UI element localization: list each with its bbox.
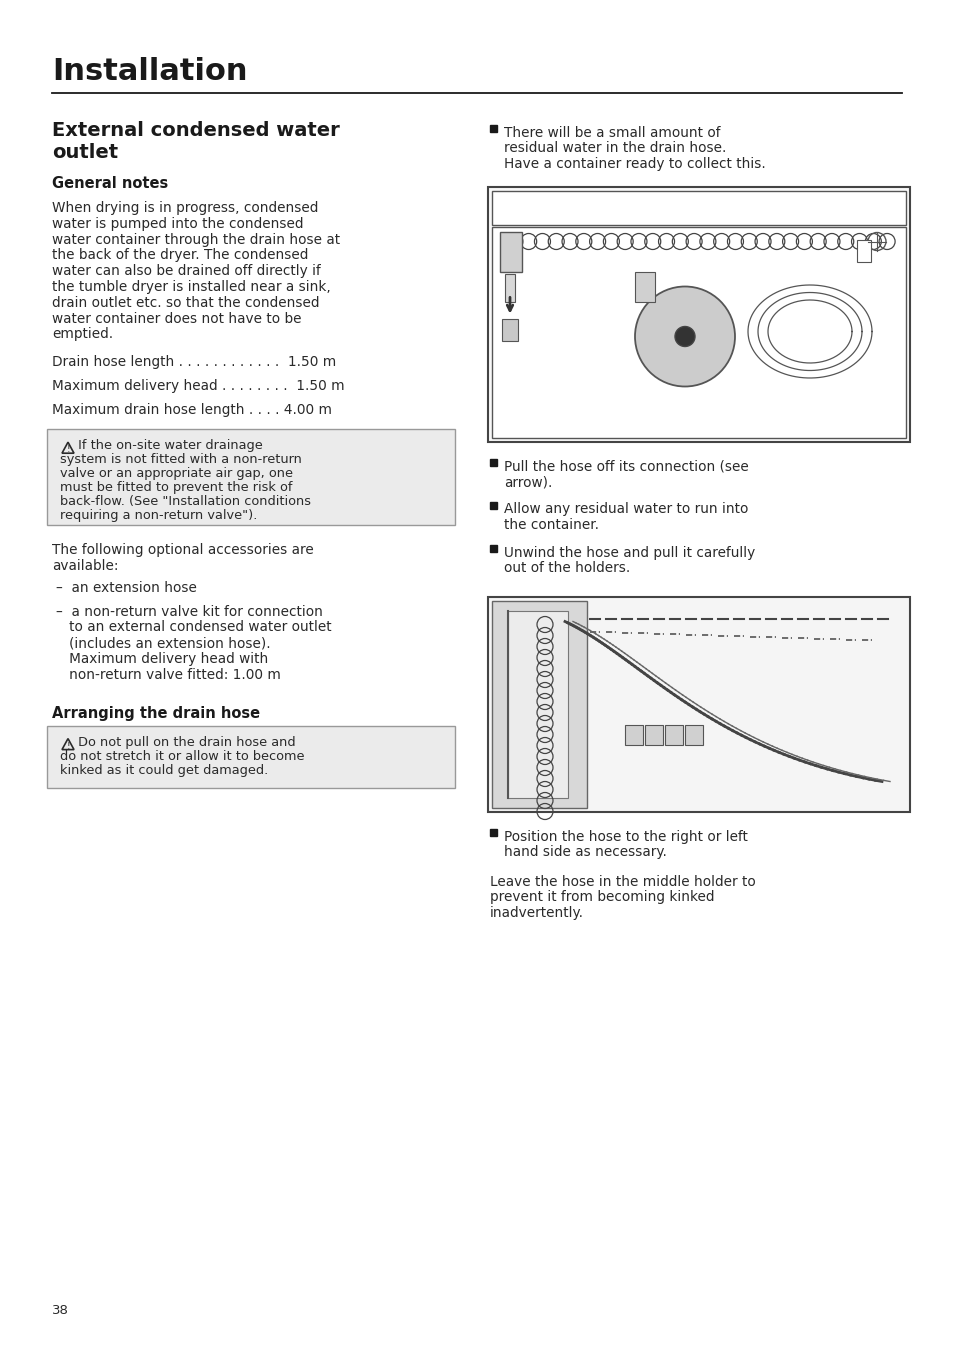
Text: Pull the hose off its connection (see: Pull the hose off its connection (see (503, 460, 748, 473)
Bar (47, 726, 455, 788)
Bar (490, 829, 497, 836)
Text: Maximum drain hose length . . . . 4.00 m: Maximum drain hose length . . . . 4.00 m (52, 403, 332, 418)
Text: (includes an extension hose).: (includes an extension hose). (56, 637, 271, 650)
Bar (492, 191, 905, 224)
Text: The following optional accessories are: The following optional accessories are (52, 544, 314, 557)
Text: out of the holders.: out of the holders. (503, 561, 630, 575)
Text: Arranging the drain hose: Arranging the drain hose (52, 706, 260, 721)
Text: Allow any residual water to run into: Allow any residual water to run into (503, 503, 747, 516)
Text: Have a container ready to collect this.: Have a container ready to collect this. (503, 157, 765, 170)
Text: !: ! (66, 445, 70, 454)
Text: back-flow. (See "Installation conditions: back-flow. (See "Installation conditions (60, 495, 311, 508)
Text: External condensed water: External condensed water (52, 120, 339, 141)
Bar (664, 725, 682, 745)
Bar (490, 545, 497, 552)
Bar (507, 611, 567, 798)
Text: the container.: the container. (503, 518, 598, 531)
Text: water can also be drained off directly if: water can also be drained off directly i… (52, 264, 320, 279)
Bar (47, 429, 455, 525)
Text: outlet: outlet (52, 143, 118, 162)
Text: hand side as necessary.: hand side as necessary. (503, 845, 666, 859)
Bar (504, 273, 515, 301)
Bar (501, 319, 517, 341)
Bar (488, 596, 909, 811)
Text: Drain hose length . . . . . . . . . . . .  1.50 m: Drain hose length . . . . . . . . . . . … (52, 356, 335, 369)
Text: drain outlet etc. so that the condensed: drain outlet etc. so that the condensed (52, 296, 319, 310)
Text: –  a non-return valve kit for connection: – a non-return valve kit for connection (56, 604, 322, 619)
Bar (490, 502, 497, 508)
Text: valve or an appropriate air gap, one: valve or an appropriate air gap, one (60, 468, 293, 480)
Text: available:: available: (52, 558, 118, 573)
Text: water is pumped into the condensed: water is pumped into the condensed (52, 216, 303, 231)
Text: emptied.: emptied. (52, 327, 113, 342)
Text: system is not fitted with a non-return: system is not fitted with a non-return (60, 453, 301, 466)
Text: !: ! (66, 742, 70, 750)
Bar (635, 272, 655, 301)
Text: inadvertently.: inadvertently. (490, 906, 583, 919)
Bar (492, 600, 586, 807)
Text: Do not pull on the drain hose and: Do not pull on the drain hose and (74, 735, 295, 749)
Text: residual water in the drain hose.: residual water in the drain hose. (503, 142, 725, 155)
Text: Unwind the hose and pull it carefully: Unwind the hose and pull it carefully (503, 545, 755, 560)
Bar (499, 231, 521, 272)
Text: Installation: Installation (52, 57, 247, 87)
Bar (492, 227, 905, 438)
Text: General notes: General notes (52, 176, 168, 191)
Text: Leave the hose in the middle holder to: Leave the hose in the middle holder to (490, 875, 755, 888)
Text: prevent it from becoming kinked: prevent it from becoming kinked (490, 890, 714, 904)
Text: the tumble dryer is installed near a sink,: the tumble dryer is installed near a sin… (52, 280, 331, 293)
Text: –  an extension hose: – an extension hose (56, 581, 196, 595)
Text: Maximum delivery head with: Maximum delivery head with (56, 652, 268, 667)
Text: There will be a small amount of: There will be a small amount of (503, 126, 720, 141)
Text: the back of the dryer. The condensed: the back of the dryer. The condensed (52, 249, 308, 262)
Text: 38: 38 (52, 1303, 69, 1317)
Text: If the on-site water drainage: If the on-site water drainage (74, 439, 262, 452)
Text: Position the hose to the right or left: Position the hose to the right or left (503, 830, 747, 844)
Text: to an external condensed water outlet: to an external condensed water outlet (56, 621, 332, 634)
Text: arrow).: arrow). (503, 475, 552, 489)
Bar (644, 725, 662, 745)
Text: non-return valve fitted: 1.00 m: non-return valve fitted: 1.00 m (56, 668, 280, 681)
Text: water container through the drain hose at: water container through the drain hose a… (52, 233, 340, 246)
Bar (490, 458, 497, 465)
Text: must be fitted to prevent the risk of: must be fitted to prevent the risk of (60, 481, 293, 495)
Bar (490, 124, 497, 132)
Circle shape (675, 326, 695, 346)
Bar (684, 725, 702, 745)
Text: kinked as it could get damaged.: kinked as it could get damaged. (60, 764, 268, 776)
Text: do not stretch it or allow it to become: do not stretch it or allow it to become (60, 749, 304, 763)
Text: requiring a non-return valve").: requiring a non-return valve"). (60, 510, 257, 522)
Bar (856, 239, 870, 261)
Text: When drying is in progress, condensed: When drying is in progress, condensed (52, 201, 318, 215)
Text: Maximum delivery head . . . . . . . .  1.50 m: Maximum delivery head . . . . . . . . 1.… (52, 379, 344, 393)
Text: water container does not have to be: water container does not have to be (52, 311, 301, 326)
Bar (624, 725, 642, 745)
Bar (488, 187, 909, 442)
Circle shape (635, 287, 734, 387)
